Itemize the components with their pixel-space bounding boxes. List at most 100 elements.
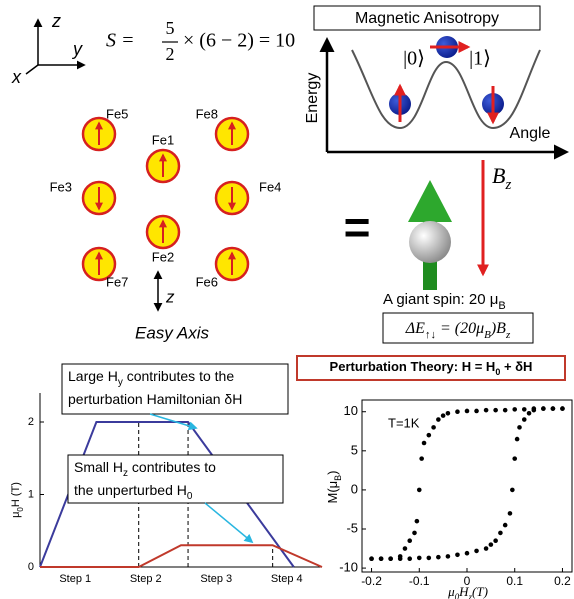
data-point xyxy=(417,556,422,561)
text-part: )B xyxy=(490,320,506,337)
angle-label: Angle xyxy=(510,125,551,142)
data-point xyxy=(522,417,527,422)
y-tick-label: 5 xyxy=(351,442,358,457)
fe-label: Fe5 xyxy=(106,106,128,121)
data-point xyxy=(407,556,412,561)
fe-label: Fe1 xyxy=(152,132,174,147)
x-axis-label: μ0Hz(T) xyxy=(447,584,488,599)
text-part: perturbation Hamiltonian δH xyxy=(68,391,242,407)
subscript: z xyxy=(505,329,511,341)
data-point xyxy=(465,409,470,414)
x-tick-label: Step 2 xyxy=(130,573,162,585)
fe-label: Fe7 xyxy=(106,274,128,289)
giant-spin-label: A giant spin: 20 μB xyxy=(383,291,506,312)
text-part: contributes to the xyxy=(123,368,235,384)
data-point xyxy=(407,538,412,543)
data-point xyxy=(510,488,515,493)
x-tick-label: Step 1 xyxy=(59,573,91,585)
data-point xyxy=(436,417,441,422)
data-point xyxy=(436,555,441,560)
x-tick-label: 0.2 xyxy=(554,574,571,588)
text-part: Large H xyxy=(68,368,118,384)
equals-sign: = xyxy=(344,201,371,253)
text-part: + δH xyxy=(500,359,532,374)
data-point xyxy=(446,411,451,416)
y-axis-label: M(μB) xyxy=(325,470,343,503)
x-tick-label: Step 3 xyxy=(200,573,232,585)
data-point xyxy=(441,413,446,418)
double-well xyxy=(352,50,540,128)
y-axis-label: μ0H (T) xyxy=(10,482,25,518)
data-point xyxy=(412,531,417,536)
data-point xyxy=(419,456,424,461)
data-point xyxy=(369,556,374,561)
data-point xyxy=(532,408,537,413)
data-point xyxy=(465,551,470,556)
data-point xyxy=(431,425,436,430)
x-tick-label: Step 4 xyxy=(271,573,303,585)
fe-label: Fe8 xyxy=(196,106,218,121)
spin-cone xyxy=(408,180,452,222)
data-point xyxy=(474,409,479,414)
data-point xyxy=(455,409,460,414)
data-point xyxy=(493,538,498,543)
data-point xyxy=(484,408,489,413)
easy-axis-label: Easy Axis xyxy=(135,323,210,342)
text-part: Perturbation Theory: H = H xyxy=(330,359,496,374)
equation-rhs: × (6 − 2) = 10 xyxy=(183,30,295,52)
axis-z: z xyxy=(51,11,61,31)
data-point xyxy=(517,425,522,430)
y-tick-label: 10 xyxy=(344,403,358,418)
text-part: the unperturbed H xyxy=(74,482,187,498)
page: {"axes_icon": {"z": "z", "y": "y", "x": … xyxy=(0,0,574,599)
data-point xyxy=(446,554,451,559)
easy-axis-symbol: z xyxy=(165,287,175,306)
chart-hysteresis: Perturbation Theory: H = H0 + δH-10-5051… xyxy=(297,356,572,599)
data-point xyxy=(512,456,517,461)
data-point xyxy=(489,542,494,547)
data-point xyxy=(560,406,565,411)
x-arrow xyxy=(26,65,38,74)
anisotropy-title: Magnetic Anisotropy xyxy=(355,10,499,27)
data-point xyxy=(503,523,508,528)
y-tick-label: -5 xyxy=(346,520,358,535)
text-part: contributes to xyxy=(128,459,216,475)
text-part: H (T) xyxy=(10,482,22,507)
axis-y: y xyxy=(71,39,83,59)
text-part: ) xyxy=(325,470,340,474)
state-1: |1⟩ xyxy=(469,48,491,70)
text-part: Small H xyxy=(74,459,123,475)
text-part: (T) xyxy=(472,584,488,599)
fe-label: Fe3 xyxy=(50,179,72,194)
figure: z y x S = 5 2 × (6 − 2) = 10 Fe1 Fe2 Fe3 Fe… xyxy=(0,0,574,599)
data-point xyxy=(398,556,403,561)
subscript: ↑↓ xyxy=(425,329,436,341)
fe-label: Fe4 xyxy=(259,179,281,194)
data-point xyxy=(541,406,546,411)
data-point xyxy=(522,407,527,412)
text-part: ΔE xyxy=(405,320,425,337)
data-point xyxy=(415,519,420,524)
x-tick-label: -0.1 xyxy=(409,574,430,588)
field-label: Bz xyxy=(492,163,511,193)
data-point xyxy=(503,408,508,413)
data-point xyxy=(515,437,520,442)
series-line xyxy=(40,545,322,567)
giant-spin-ball xyxy=(409,221,451,263)
energy-label: Energy xyxy=(304,73,321,124)
data-point xyxy=(388,556,393,561)
data-point xyxy=(422,441,427,446)
annotation: T=1K xyxy=(388,415,420,430)
axis-x: x xyxy=(11,67,22,87)
data-point xyxy=(512,407,517,412)
y-tick-label: 2 xyxy=(28,416,34,428)
text-part: M(μ xyxy=(325,481,340,504)
annotation-arrow xyxy=(205,503,252,542)
data-point xyxy=(379,556,384,561)
fe-label: Fe6 xyxy=(196,274,218,289)
y-tick-label: -10 xyxy=(339,560,358,575)
data-point xyxy=(417,488,422,493)
fe-label: Fe2 xyxy=(152,249,174,264)
equation-lhs: S = xyxy=(106,30,135,52)
subscript: 0 xyxy=(187,491,193,502)
